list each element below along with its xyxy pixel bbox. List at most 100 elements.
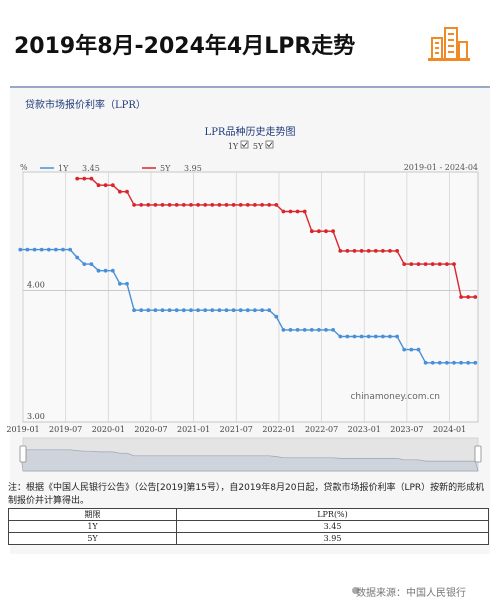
data-point-1y [295,328,300,332]
data-point-1y [153,308,158,313]
table-cell: 3.45 [176,520,489,533]
data-point-5y [132,203,137,207]
data-point-1y [253,308,257,313]
navigator-left-handle[interactable] [19,445,27,463]
toggle-5y-checkbox[interactable] [265,140,274,149]
data-point-5y [238,203,243,207]
data-point-1y [18,247,23,252]
table-row: 5Y 3.95 [7,532,489,545]
data-point-5y [245,203,250,207]
data-point-5y [274,203,279,207]
data-point-5y [160,203,165,207]
data-point-1y [238,308,243,313]
buildings-icon [428,27,470,61]
x-tick-label: 2020-07 [134,425,167,434]
lpr-chart: LPR品种历史走势图 1Y 5Y% 2019-01 - 2024-04 1Y 3.45 5Y… [6,125,482,472]
data-point-5y [366,249,371,253]
data-point-1y [445,360,449,365]
data-point-1y [181,308,186,313]
data-point-1y [388,334,392,339]
data-point-1y [146,308,151,313]
data-point-5y [167,203,172,207]
data-point-5y [430,262,435,266]
data-point-1y [373,334,378,339]
data-point-5y [217,203,222,207]
data-point-5y [146,203,151,207]
watermark-text: chinamoney.com.cn [350,392,440,402]
data-point-1y [139,308,144,313]
data-point-5y [324,229,328,234]
data-point-1y [452,360,456,365]
data-point-1y [437,360,442,365]
data-point-1y [167,308,172,313]
column-header: LPR(%) [176,508,489,521]
data-point-5y [352,249,357,253]
data-point-1y [54,247,58,252]
legend-label: 5Y [160,164,171,173]
data-point-5y [288,209,293,214]
data-point-1y [473,360,478,365]
data-point-1y [324,328,328,332]
chart-title: LPR品种历史走势图 [205,125,296,138]
data-point-5y [153,203,158,207]
data-point-5y [203,203,208,207]
data-point-1y [46,247,51,252]
data-point-1y [459,360,463,365]
footnote: 注：根据《中国人民银行公告》（公告[2019]第15号），自2019年8月20日… [8,483,485,506]
table-header-row: 期限 LPR(%) [7,508,489,521]
data-point-5y [395,249,399,253]
data-point-5y [224,203,229,207]
data-point-5y [75,176,80,181]
data-point-5y [345,249,350,253]
data-point-1y [132,308,137,313]
toggle-1y-checkbox[interactable] [240,140,249,149]
data-point-1y [381,334,385,339]
toggle-1y-label: 1Y [228,142,239,151]
data-point-1y [196,308,201,313]
data-point-1y [423,360,428,365]
data-point-1y [89,262,94,266]
check-icon [241,142,248,148]
data-point-1y [32,247,37,252]
data-point-5y [281,209,286,214]
x-tick-label: 2022-01 [262,425,295,434]
data-point-5y [189,203,193,207]
data-point-5y [317,229,321,234]
data-point-1y [409,347,414,352]
data-point-5y [174,203,179,207]
data-point-5y [459,295,463,299]
data-point-5y [359,249,364,253]
data-point-5y [295,209,300,214]
data-point-5y [260,203,264,207]
data-point-1y [331,328,335,332]
y-tick-label: 3.00 [27,412,45,421]
source-bullet-icon [352,587,359,594]
navigator-right-handle[interactable] [474,445,482,463]
table-row: 1Y 3.45 [7,520,489,533]
data-point-5y [466,295,471,299]
data-point-1y [260,308,264,313]
data-point-1y [68,247,72,252]
data-point-5y [210,203,215,207]
legend-value: 3.45 [82,164,100,173]
data-point-5y [125,189,129,194]
data-point-5y [331,229,335,234]
data-point-5y [437,262,442,266]
data-point-5y [373,249,378,253]
data-point-1y [366,334,371,339]
data-point-1y [118,281,122,286]
data-point-5y [267,203,272,207]
data-point-5y [196,203,201,207]
data-point-5y [409,262,414,266]
data-point-5y [103,183,108,188]
data-point-5y [110,183,115,188]
y-unit-label: % [20,163,28,172]
data-point-5y [338,249,343,253]
data-point-5y [139,203,144,207]
legend-value: 3.95 [184,164,202,173]
plot-area [22,171,479,423]
data-point-1y [352,334,357,339]
data-point-5y [253,203,257,207]
x-tick-label: 2023-07 [390,425,423,434]
x-tick-label: 2024-01 [433,425,466,434]
